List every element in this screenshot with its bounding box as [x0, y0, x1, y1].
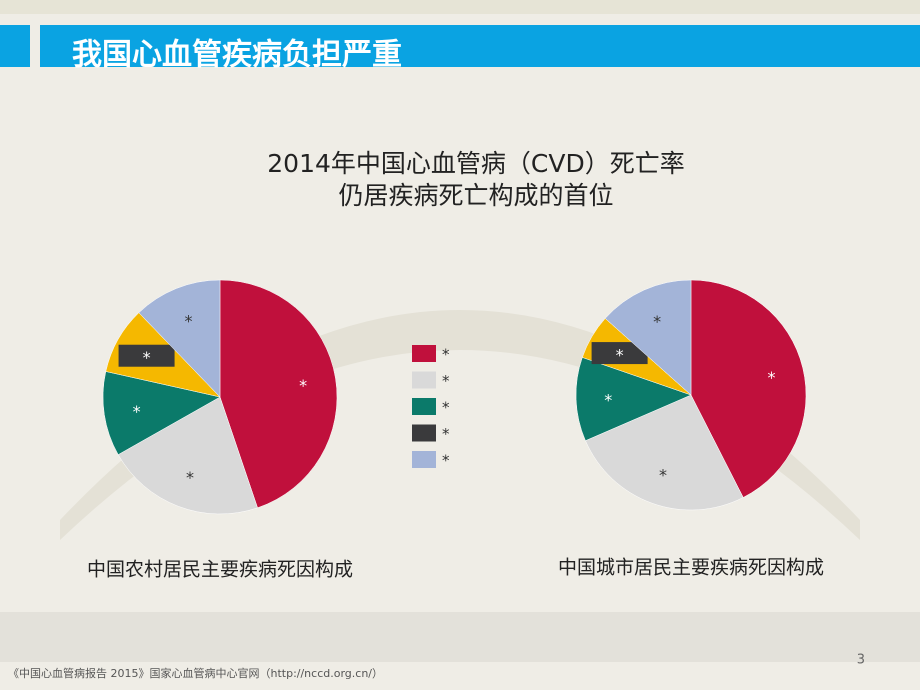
- header-title: 我国心血管疾病负担严重: [72, 38, 402, 73]
- slice-label: *: [143, 348, 151, 367]
- pie-slice: [117, 396, 258, 515]
- top-stripe: [0, 0, 920, 14]
- slice-label: *: [186, 468, 194, 487]
- label-box: [118, 344, 175, 367]
- legend-swatch: [412, 345, 436, 362]
- legend-swatch: [412, 398, 436, 415]
- legend-label: *: [442, 346, 450, 364]
- slice-label: *: [184, 311, 192, 330]
- legend-label: *: [442, 425, 450, 443]
- slice-label: *: [768, 368, 776, 387]
- legend-label: *: [442, 452, 450, 470]
- pie-slice: [690, 279, 807, 498]
- pie-slice: [575, 357, 692, 442]
- legend-label: *: [442, 372, 450, 390]
- pie-slice: [604, 279, 692, 396]
- pie-caption: 中国农村居民主要疾病死因构成: [87, 559, 353, 581]
- legend-swatch: [412, 424, 436, 442]
- bottom-band: [0, 612, 920, 662]
- header-bar: [40, 25, 920, 67]
- pie-slice: [219, 279, 338, 509]
- chart-title: 仍居疾病死亡构成的首位: [338, 181, 613, 210]
- label-box: [591, 342, 648, 365]
- pie-slice: [138, 279, 221, 398]
- pie-slice: [102, 371, 221, 455]
- legend-swatch: [412, 371, 436, 389]
- slice-label: *: [299, 376, 307, 395]
- legend-label: *: [442, 399, 450, 417]
- slice-label: *: [604, 391, 612, 410]
- header-block: [0, 25, 30, 67]
- chart-title: 2014年中国心血管病（CVD）死亡率: [267, 149, 684, 178]
- slice-label: *: [133, 402, 141, 421]
- page-number: 3: [857, 653, 865, 668]
- slice-label: *: [659, 465, 667, 484]
- slice-label: *: [616, 346, 624, 365]
- pie-caption: 中国城市居民主要疾病死因构成: [558, 557, 824, 579]
- slice-label: *: [653, 312, 661, 331]
- source: 《中国心血管病报告 2015》国家心血管病中心官网（http://nccd.or…: [8, 666, 383, 680]
- legend-swatch: [412, 451, 436, 468]
